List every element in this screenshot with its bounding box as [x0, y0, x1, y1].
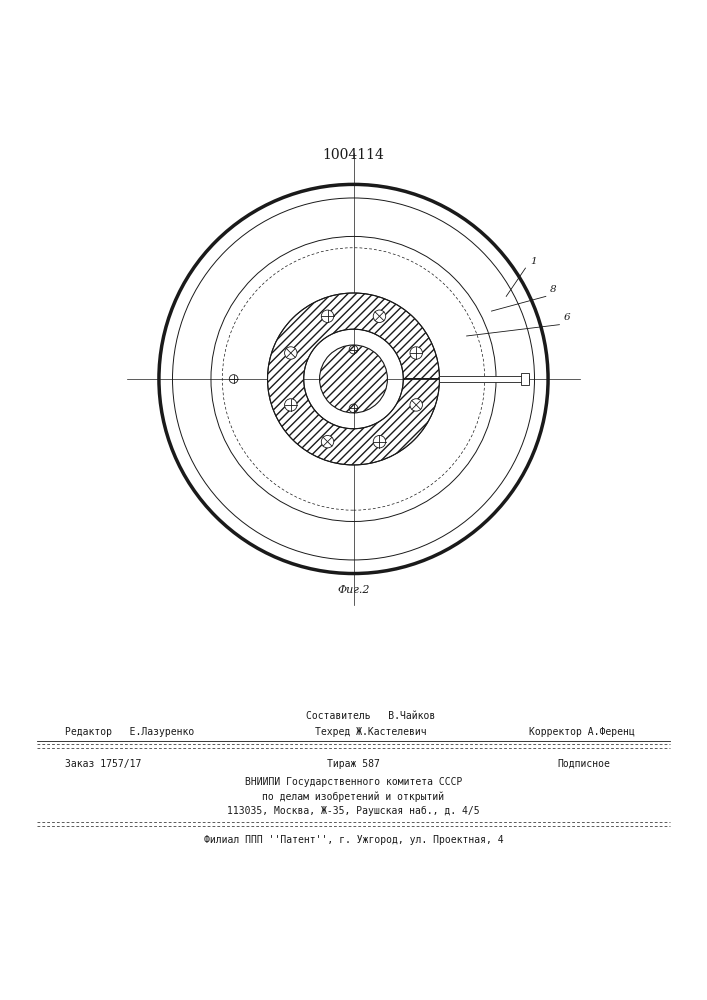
Text: Техред Ж.Кастелевич: Техред Ж.Кастелевич [315, 727, 426, 737]
Circle shape [321, 310, 334, 322]
Circle shape [285, 399, 297, 411]
Circle shape [321, 435, 334, 448]
Text: 6: 6 [564, 313, 571, 322]
Text: по делам изобретений и открытий: по делам изобретений и открытий [262, 791, 445, 802]
Circle shape [410, 399, 422, 411]
Text: 1: 1 [530, 257, 537, 266]
Polygon shape [267, 293, 440, 465]
Text: Подписное: Подписное [557, 759, 610, 769]
Circle shape [320, 345, 387, 413]
Text: Φиг.2: Φиг.2 [337, 585, 370, 595]
Circle shape [373, 435, 386, 448]
Text: Филиал ППП ''Патент'', г. Ужгород, ул. Проектная, 4: Филиал ППП ''Патент'', г. Ужгород, ул. П… [204, 835, 503, 845]
Circle shape [285, 347, 297, 359]
Text: Составитель   В.Чайков: Составитель В.Чайков [306, 711, 435, 721]
Text: ВНИИПИ Государственного комитета СССР: ВНИИПИ Государственного комитета СССР [245, 777, 462, 787]
Text: Редактор   Е.Лазуренко: Редактор Е.Лазуренко [65, 727, 194, 737]
Text: 113035, Москва, Ж-35, Раушская наб., д. 4/5: 113035, Москва, Ж-35, Раушская наб., д. … [227, 806, 480, 816]
Text: 8: 8 [550, 285, 557, 294]
Bar [440, 376, 529, 382]
Circle shape [373, 310, 386, 322]
Bar [521, 373, 529, 385]
Text: 1004114: 1004114 [322, 148, 385, 162]
Text: Заказ 1757/17: Заказ 1757/17 [65, 759, 141, 769]
Text: Тираж 587: Тираж 587 [327, 759, 380, 769]
Text: Корректор А.Ференц: Корректор А.Ференц [529, 727, 635, 737]
Circle shape [410, 347, 422, 359]
